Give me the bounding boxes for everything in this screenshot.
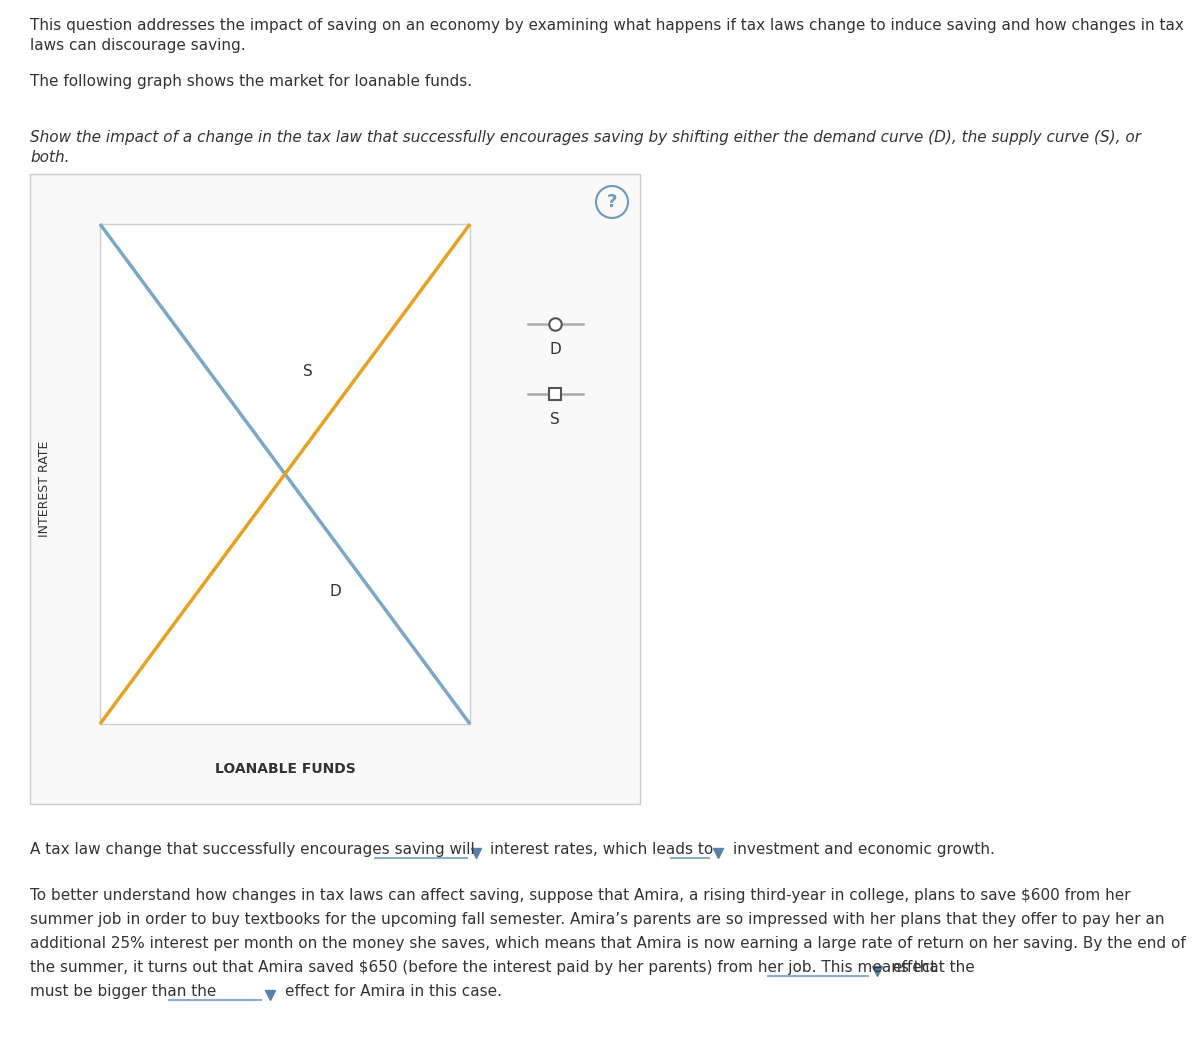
Text: investment and economic growth.: investment and economic growth. bbox=[733, 842, 995, 857]
Text: summer job in order to buy textbooks for the upcoming fall semester. Amira’s par: summer job in order to buy textbooks for… bbox=[30, 912, 1164, 927]
Text: A tax law change that successfully encourages saving will: A tax law change that successfully encou… bbox=[30, 842, 475, 857]
Text: S: S bbox=[304, 364, 313, 379]
Text: ?: ? bbox=[607, 193, 617, 211]
Text: laws can discourage saving.: laws can discourage saving. bbox=[30, 38, 246, 53]
Text: D: D bbox=[550, 342, 560, 357]
Text: This question addresses the impact of saving on an economy by examining what hap: This question addresses the impact of sa… bbox=[30, 18, 1184, 34]
Text: effect for Amira in this case.: effect for Amira in this case. bbox=[286, 984, 502, 999]
Text: LOANABLE FUNDS: LOANABLE FUNDS bbox=[215, 762, 355, 776]
Text: interest rates, which leads to: interest rates, which leads to bbox=[490, 842, 713, 857]
Text: effect: effect bbox=[892, 960, 936, 975]
Text: D: D bbox=[329, 584, 341, 599]
Text: To better understand how changes in tax laws can affect saving, suppose that Ami: To better understand how changes in tax … bbox=[30, 888, 1130, 903]
Text: S: S bbox=[550, 413, 560, 427]
Text: the summer, it turns out that Amira saved $650 (before the interest paid by her : the summer, it turns out that Amira save… bbox=[30, 960, 974, 975]
Text: both.: both. bbox=[30, 150, 70, 165]
Text: The following graph shows the market for loanable funds.: The following graph shows the market for… bbox=[30, 74, 472, 89]
Bar bbox=[100, 224, 470, 723]
Text: additional 25% interest per month on the money she saves, which means that Amira: additional 25% interest per month on the… bbox=[30, 936, 1186, 951]
Bar bbox=[30, 174, 640, 804]
Text: Show the impact of a change in the tax law that successfully encourages saving b: Show the impact of a change in the tax l… bbox=[30, 130, 1141, 144]
Text: must be bigger than the: must be bigger than the bbox=[30, 984, 216, 999]
Text: INTEREST RATE: INTEREST RATE bbox=[38, 441, 52, 537]
